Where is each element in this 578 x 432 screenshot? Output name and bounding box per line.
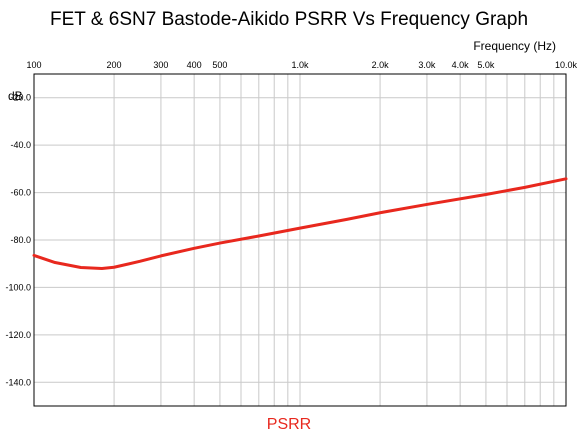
y-axis-label: dB: [8, 89, 23, 103]
series-line-psrr: [32, 177, 568, 270]
y-tick-label: -60.0: [10, 188, 31, 198]
legend-psrr: PSRR: [267, 416, 311, 432]
x-tick-label: 3.0k: [418, 60, 436, 70]
x-tick-label: 10.0k: [555, 60, 578, 70]
x-axis-label: Frequency (Hz): [473, 39, 556, 53]
x-tick-label: 500: [212, 60, 227, 70]
y-tick-label: -140.0: [5, 377, 31, 387]
x-tick-label: 400: [187, 60, 202, 70]
x-tick-label: 2.0k: [372, 60, 390, 70]
y-tick-label: -80.0: [10, 235, 31, 245]
x-tick-label: 300: [153, 60, 168, 70]
x-tick-label: 100: [26, 60, 41, 70]
x-tick-label: 1.0k: [291, 60, 309, 70]
y-tick-label: -20.0: [10, 93, 31, 103]
y-tick-label: -120.0: [5, 330, 31, 340]
x-tick-layer: 100 200 300 400 500 1.0k 2.0k 3.0k 4.0k 5.0k 10.0k: [26, 60, 577, 70]
x-tick-label: 200: [107, 60, 122, 70]
plot-frame: [33, 73, 567, 407]
y-tick-label: -40.0: [10, 140, 31, 150]
x-tick-label: 5.0k: [477, 60, 495, 70]
y-tick-layer: -20.0 -40.0 -60.0 -80.0 -100.0 -120.0 -140.0: [5, 93, 31, 388]
chart-title: FET & 6SN7 Bastode-Aikido PSRR Vs Freque…: [50, 9, 528, 30]
x-tick-label: 4.0k: [452, 60, 470, 70]
grid-layer: [34, 74, 566, 406]
y-tick-label: -100.0: [5, 282, 31, 292]
series-layer: [32, 177, 568, 270]
